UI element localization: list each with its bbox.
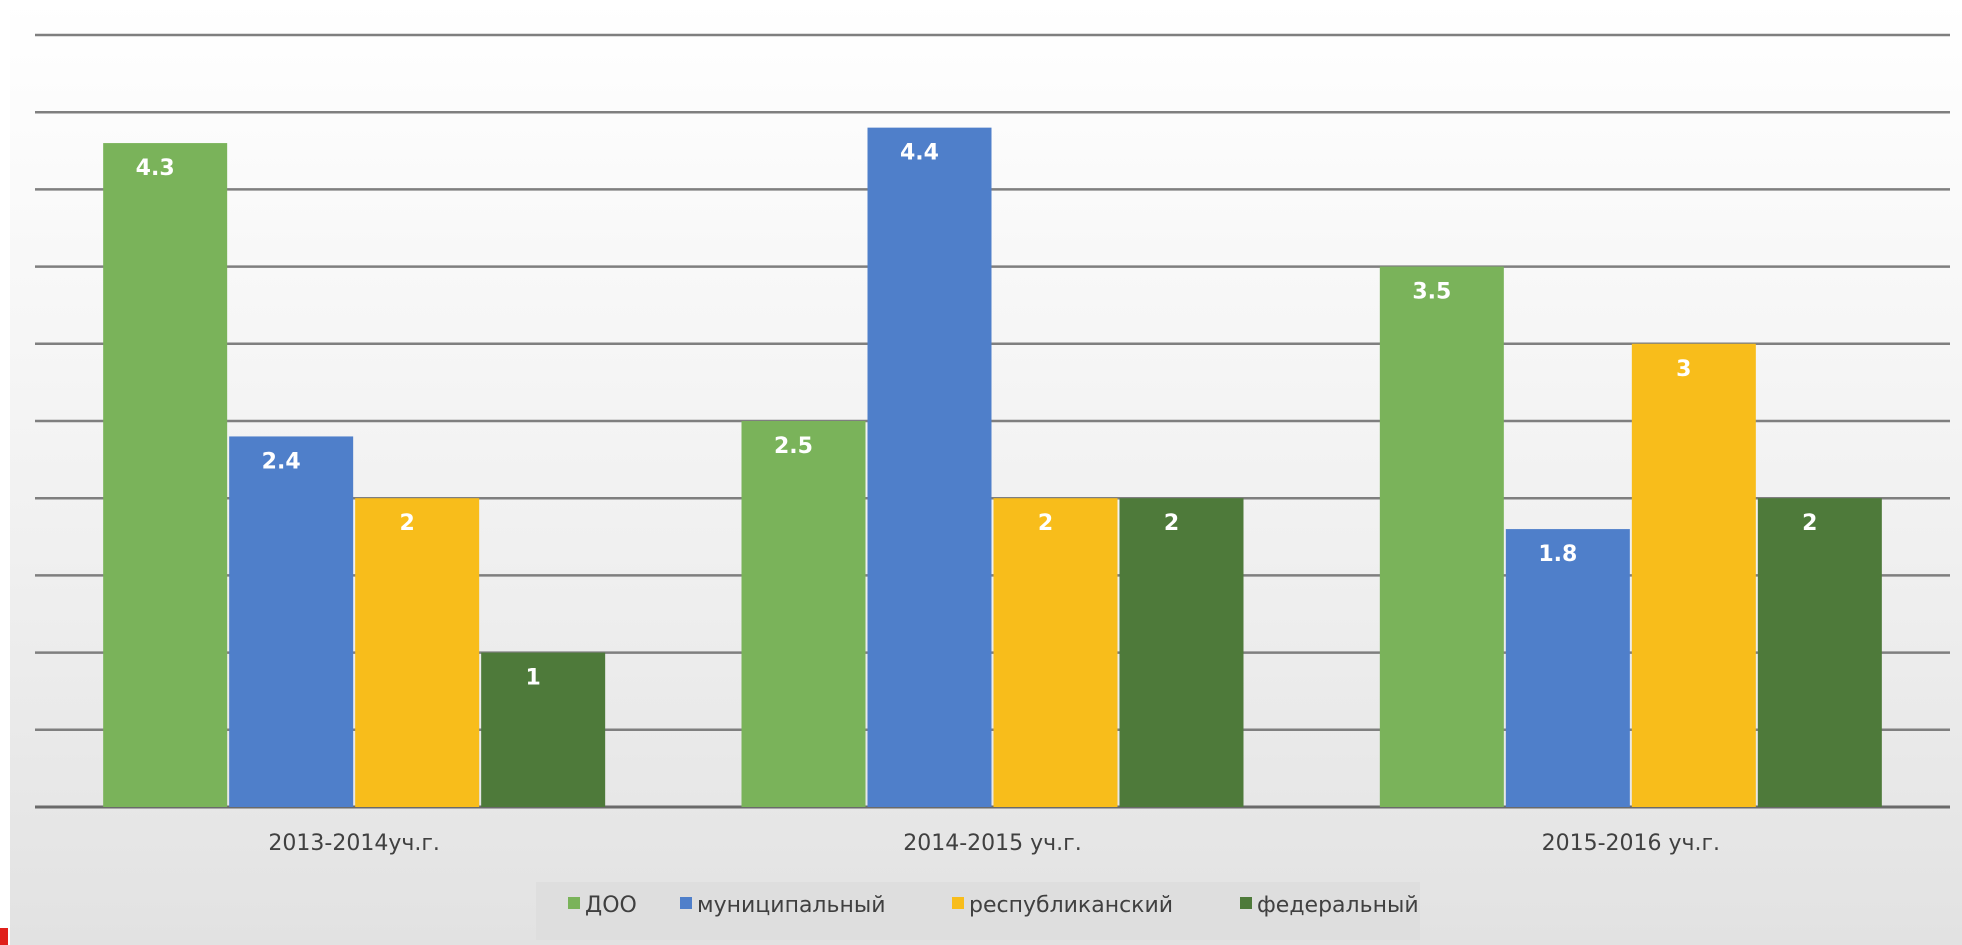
bar <box>1119 498 1244 807</box>
data-label: 1 <box>526 666 541 691</box>
legend-swatch <box>952 897 964 909</box>
data-label: 1.8 <box>1538 542 1577 567</box>
data-label: 4.4 <box>900 141 939 166</box>
data-label: 2 <box>400 511 415 536</box>
bar <box>1379 266 1504 808</box>
data-label: 2.4 <box>262 449 301 474</box>
bar <box>1631 343 1756 807</box>
bar <box>481 652 606 807</box>
data-labels: 4.3 2.4 2 1 2.5 4.4 2 2 3.5 1.8 3 2 <box>136 141 1818 691</box>
legend-label: республиканский <box>969 893 1173 918</box>
bar <box>741 421 866 807</box>
gridlines <box>35 33 1950 809</box>
data-label: 2 <box>1038 511 1053 536</box>
legend-swatch <box>680 897 692 909</box>
bar <box>103 143 228 807</box>
x-tick-label: 2013-2014уч.г. <box>268 831 439 856</box>
bar <box>1757 498 1882 807</box>
bars <box>103 127 1882 808</box>
legend: ДОО муниципальный республиканский федеральн… <box>536 882 1420 940</box>
legend-swatch <box>1240 897 1252 909</box>
bar <box>993 498 1118 807</box>
data-label: 3.5 <box>1412 280 1451 305</box>
legend-label: ДОО <box>585 893 637 918</box>
data-label: 2.5 <box>774 434 813 459</box>
data-label: 2 <box>1164 511 1179 536</box>
x-axis-tick-labels: 2013-2014уч.г. 2014-2015 уч.г. 2015-2016 у… <box>268 831 1720 856</box>
bar <box>355 498 480 807</box>
data-label: 4.3 <box>136 156 175 181</box>
legend-label: федеральный <box>1257 893 1419 918</box>
data-label: 2 <box>1802 511 1817 536</box>
legend-swatch <box>568 897 580 909</box>
bar <box>867 127 992 807</box>
legend-label: муниципальный <box>697 893 886 918</box>
corner-mark <box>0 928 8 945</box>
bar <box>229 436 354 807</box>
bar <box>1505 529 1630 807</box>
x-tick-label: 2014-2015 уч.г. <box>903 831 1081 856</box>
legend-box <box>536 882 1420 940</box>
data-label: 3 <box>1676 357 1691 382</box>
x-tick-label: 2015-2016 уч.г. <box>1542 831 1720 856</box>
